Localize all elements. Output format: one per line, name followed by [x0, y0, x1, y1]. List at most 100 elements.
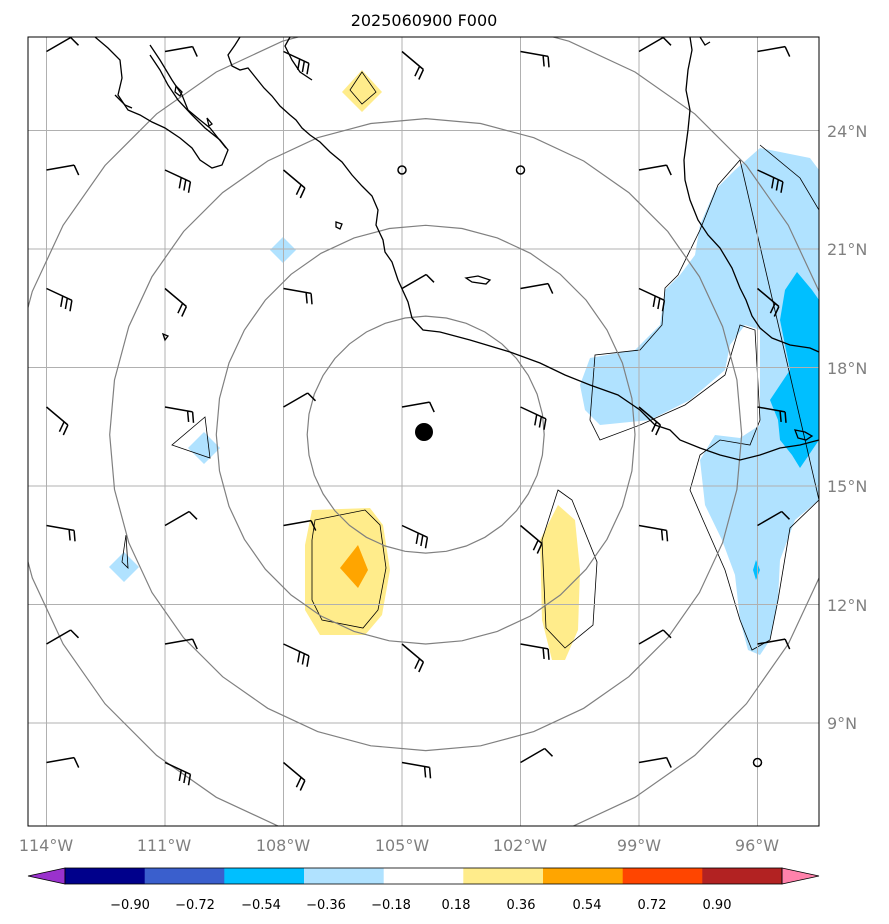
wind-barb — [164, 406, 195, 423]
colorbar-segment — [702, 868, 783, 884]
wind-barb — [283, 169, 306, 199]
range-ring — [306, 315, 545, 554]
wind-barb — [401, 761, 432, 779]
colorbar — [27, 867, 820, 885]
lon-label: 111°W — [137, 836, 192, 855]
lat-label: 21°N — [827, 240, 867, 259]
wind-barb — [401, 524, 429, 549]
wind-barb — [164, 761, 192, 786]
colorbar-segment — [65, 868, 146, 884]
wind-barb — [757, 638, 791, 650]
lon-label: 102°W — [493, 836, 548, 855]
wind-barb — [638, 406, 662, 436]
map-title: 2025060900 F000 — [351, 11, 498, 30]
wind-barb — [164, 287, 188, 317]
wind-barb — [638, 629, 672, 645]
baja-peninsula — [94, 37, 229, 169]
lon-label: 105°W — [375, 836, 430, 855]
eastern-blue-region — [580, 148, 819, 655]
wind-barb — [520, 406, 547, 430]
wind-barb — [520, 282, 554, 294]
colorbar-tick-label: 0.18 — [442, 898, 471, 913]
baja-tip — [114, 94, 133, 109]
colorbar-tick-label: −0.36 — [306, 898, 346, 913]
small-cyan-dot — [753, 560, 760, 580]
longitude-labels: 114°W 111°W 108°W 105°W 102°W 99°W 96°W — [19, 836, 779, 855]
latitude-labels: 9°N 12°N 15°N 18°N 21°N 24°N — [827, 122, 867, 733]
yellow-spot-north — [342, 70, 382, 112]
colorbar-tick-label: −0.90 — [110, 898, 150, 913]
wind-barb — [283, 50, 310, 75]
contour-101w — [541, 489, 598, 649]
colorbar-segment — [224, 868, 305, 884]
colorbar-ticks: −0.90 −0.72 −0.54 −0.36 −0.18 0.18 0.36 … — [110, 898, 731, 913]
wind-barb — [283, 287, 313, 305]
blue-spot-109w — [188, 432, 220, 464]
wind-barb — [401, 643, 425, 673]
coastlines — [94, 37, 819, 461]
wind-barb — [46, 524, 76, 542]
wind-barb — [520, 524, 543, 554]
colorbar-tick-label: −0.72 — [175, 898, 215, 913]
wind-barb — [46, 164, 80, 176]
colorbar-segment — [304, 868, 385, 884]
wind-barb — [757, 406, 787, 423]
wind-barb — [520, 747, 554, 764]
contour-109w — [171, 416, 211, 459]
colorbar-tick-label: 0.36 — [507, 898, 536, 913]
wind-barb — [638, 287, 666, 312]
colorbar-segment — [543, 868, 624, 884]
wind-barb — [401, 401, 435, 413]
colorbar-max-extend — [781, 867, 820, 885]
mexico-pacific-coast — [227, 37, 819, 461]
lon-label: 99°W — [617, 836, 661, 855]
contour-eastern — [589, 144, 819, 651]
calm-wind-circle — [397, 165, 407, 175]
positive-anomaly-regions — [305, 70, 580, 660]
yucatan-tip — [793, 429, 814, 441]
plot-frame — [27, 36, 820, 827]
wind-barb — [46, 756, 80, 768]
colorbar-segment — [144, 868, 225, 884]
contour-107w — [311, 509, 387, 629]
blue-spot-112w — [109, 552, 139, 582]
island-revillagigedo — [464, 275, 492, 285]
wind-barb — [164, 638, 198, 650]
wind-barb — [401, 50, 425, 80]
yellow-region-101w — [540, 505, 580, 660]
colorbar-tick-label: −0.54 — [241, 898, 281, 913]
lat-label: 12°N — [827, 596, 867, 615]
wind-barb — [757, 169, 784, 193]
island-small-4 — [206, 117, 213, 128]
wind-barb — [283, 519, 317, 531]
wind-barb — [757, 287, 780, 317]
colorbar-tick-label: 0.90 — [703, 898, 732, 913]
lat-label: 24°N — [827, 122, 867, 141]
gulf-of-california-east — [149, 44, 227, 149]
negative-anomaly-regions — [109, 148, 819, 655]
wind-barb — [638, 164, 672, 176]
gulf-of-mexico-coast — [683, 37, 819, 353]
wind-barb — [638, 524, 669, 542]
contour-112w — [121, 534, 129, 570]
lat-label: 15°N — [827, 477, 867, 496]
wind-barb — [638, 756, 672, 768]
wind-barb — [283, 761, 306, 791]
contour-yellow-north — [349, 71, 377, 105]
range-ring — [215, 224, 636, 645]
wind-barb — [757, 45, 791, 57]
wind-barb — [46, 629, 80, 645]
lon-label: 96°W — [735, 836, 779, 855]
range-rings — [28, 37, 819, 826]
gulf-east-shore-upper — [284, 37, 313, 81]
wind-barb — [520, 50, 550, 68]
calm-wind-circle — [752, 757, 763, 768]
wind-barb — [638, 37, 672, 53]
wind-barb — [757, 510, 791, 527]
lat-label: 18°N — [827, 359, 867, 378]
island-small-1 — [335, 221, 343, 230]
wind-barb — [401, 273, 435, 290]
calm-wind-circle — [515, 165, 526, 175]
wind-barb — [46, 406, 69, 436]
